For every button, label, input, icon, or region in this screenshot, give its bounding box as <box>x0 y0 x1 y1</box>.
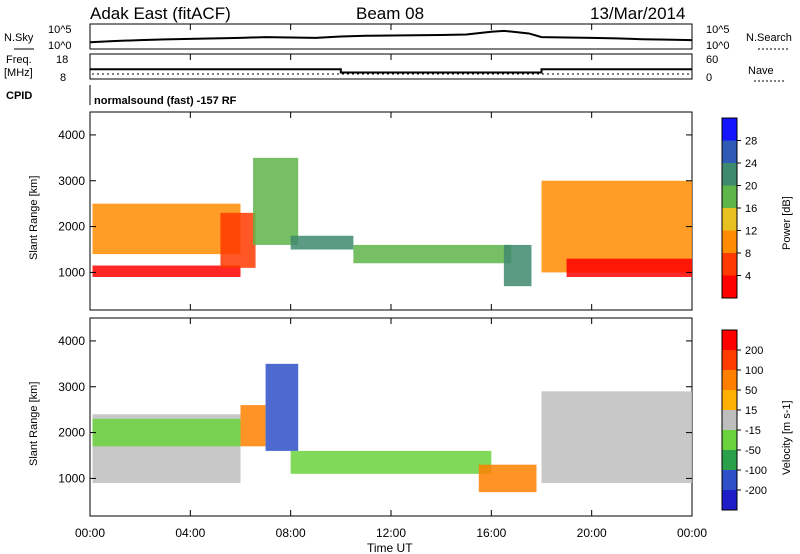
xtick-label: 00:00 <box>75 526 105 540</box>
velocity-echo-region <box>240 405 266 447</box>
noise-sky-series <box>89 29 693 44</box>
power-colorbar-swatch <box>722 208 737 231</box>
nsearch-label: N.Search <box>746 32 792 44</box>
xtick-label: 20:00 <box>577 526 607 540</box>
cpid-label: CPID <box>6 90 32 102</box>
velocity-colorbar-tick-label: 50 <box>745 385 757 397</box>
nave-label: Nave <box>748 65 774 77</box>
nave-tick-top: 60 <box>706 54 718 66</box>
velocity-colorbar-tick-label: -100 <box>745 465 767 477</box>
velocity-colorbar-swatch <box>722 410 737 430</box>
velocity-colorbar-swatch <box>722 450 737 470</box>
xtick-label: 12:00 <box>376 526 406 540</box>
velocity-colorbar-swatch <box>722 330 737 350</box>
power-colorbar-swatch <box>722 275 737 298</box>
velocity-ytick-label: 1000 <box>58 471 85 485</box>
velocity-colorbar-swatch <box>722 390 737 410</box>
power-echo-region <box>92 203 241 255</box>
velocity-colorbar-swatch <box>722 430 737 450</box>
power-colorbar-tick-label: 4 <box>745 271 751 283</box>
power-colorbar-tick-label: 20 <box>745 181 757 193</box>
nsky-tick-top: 10^5 <box>48 24 72 36</box>
power-colorbar-tick-label: 8 <box>745 248 751 260</box>
velocity-colorbar: 200 100 50 15 -15 -50 -100 -200 <box>721 329 767 511</box>
velocity-echo-region <box>265 363 299 451</box>
xtick-label: 04:00 <box>175 526 205 540</box>
nsky-label: N.Sky <box>4 32 34 44</box>
power-echo-region <box>503 244 532 287</box>
velocity-colorbar-tick-label: 15 <box>745 405 757 417</box>
power-colorbar-swatch <box>722 230 737 253</box>
power-ytick-label: 2000 <box>58 220 85 234</box>
nsky-tick-bottom: 10^0 <box>48 40 72 52</box>
velocity-colorbar-tick-label: 100 <box>745 365 763 377</box>
velocity-echo-region <box>478 464 537 493</box>
power-echo-region <box>566 258 692 277</box>
xtick-label: 08:00 <box>276 526 306 540</box>
power-echo-region <box>290 235 354 250</box>
date-title: 13/Mar/2014 <box>590 4 685 23</box>
velocity-ytick-label: 2000 <box>58 426 85 440</box>
nave-tick-bottom: 0 <box>706 72 712 84</box>
power-colorbar-swatch <box>722 253 737 276</box>
xaxis-title: Time UT <box>367 541 413 554</box>
frequency-series <box>90 68 692 74</box>
velocity-panel: 1000 2000 3000 4000 Slant Range [km] <box>28 317 693 517</box>
power-ytick-label: 1000 <box>58 265 85 279</box>
xtick-label: 16:00 <box>476 526 506 540</box>
velocity-colorbar-tick-label: -200 <box>745 485 767 497</box>
velocity-colorbar-label: Velocity [m s-1] <box>781 400 793 475</box>
power-colorbar-label: Power [dB] <box>781 196 793 250</box>
velocity-ytick-label: 4000 <box>58 334 85 348</box>
power-ylabel: Slant Range [km] <box>28 176 40 260</box>
power-colorbar-tick-label: 16 <box>745 203 757 215</box>
power-colorbar-tick-label: 12 <box>745 226 757 238</box>
power-echo-region <box>220 212 256 268</box>
station-title: Adak East (fitACF) <box>90 4 231 23</box>
power-echo-region <box>353 244 512 264</box>
velocity-echo-region <box>290 450 492 474</box>
power-ytick-label: 3000 <box>58 174 85 188</box>
power-colorbar-swatch <box>722 163 737 186</box>
power-colorbar-tick-label: 24 <box>745 158 757 170</box>
nsearch-tick-top: 10^5 <box>706 24 730 36</box>
velocity-colorbar-tick-label: -50 <box>745 445 761 457</box>
cpid-text: normalsound (fast) -157 RF <box>94 95 237 107</box>
velocity-colorbar-swatch <box>722 490 737 510</box>
nsearch-tick-bottom: 10^0 <box>706 40 730 52</box>
velocity-echo-region <box>541 391 692 483</box>
freq-tick-bottom: 8 <box>60 72 66 84</box>
xtick-label: 00:00 <box>677 526 707 540</box>
beam-title: Beam 08 <box>356 4 424 23</box>
velocity-ylabel: Slant Range [km] <box>28 382 40 466</box>
power-echo-region <box>253 157 299 245</box>
velocity-colorbar-swatch <box>722 370 737 390</box>
freq-tick-top: 18 <box>56 54 68 66</box>
power-colorbar-swatch <box>722 185 737 208</box>
freq-unit-label: [MHz] <box>4 67 33 79</box>
power-panel: 1000 2000 3000 4000 Slant Range [km] <box>28 111 693 311</box>
velocity-ytick-label: 3000 <box>58 380 85 394</box>
power-colorbar-swatch <box>722 140 737 163</box>
velocity-colorbar-tick-label: 200 <box>745 345 763 357</box>
power-colorbar: 28 24 20 16 12 8 4 <box>721 117 757 299</box>
velocity-colorbar-swatch <box>722 350 737 370</box>
velocity-colorbar-frame <box>721 329 738 511</box>
power-colorbar-tick-label: 28 <box>745 136 757 148</box>
power-ytick-label: 4000 <box>58 128 85 142</box>
power-echo-region <box>92 265 241 277</box>
velocity-colorbar-swatch <box>722 470 737 490</box>
velocity-echo-region <box>92 418 241 447</box>
velocity-colorbar-tick-label: -15 <box>745 425 761 437</box>
power-colorbar-swatch <box>722 118 737 141</box>
power-echo-region <box>541 180 692 273</box>
freq-label: Freq. <box>6 54 32 66</box>
